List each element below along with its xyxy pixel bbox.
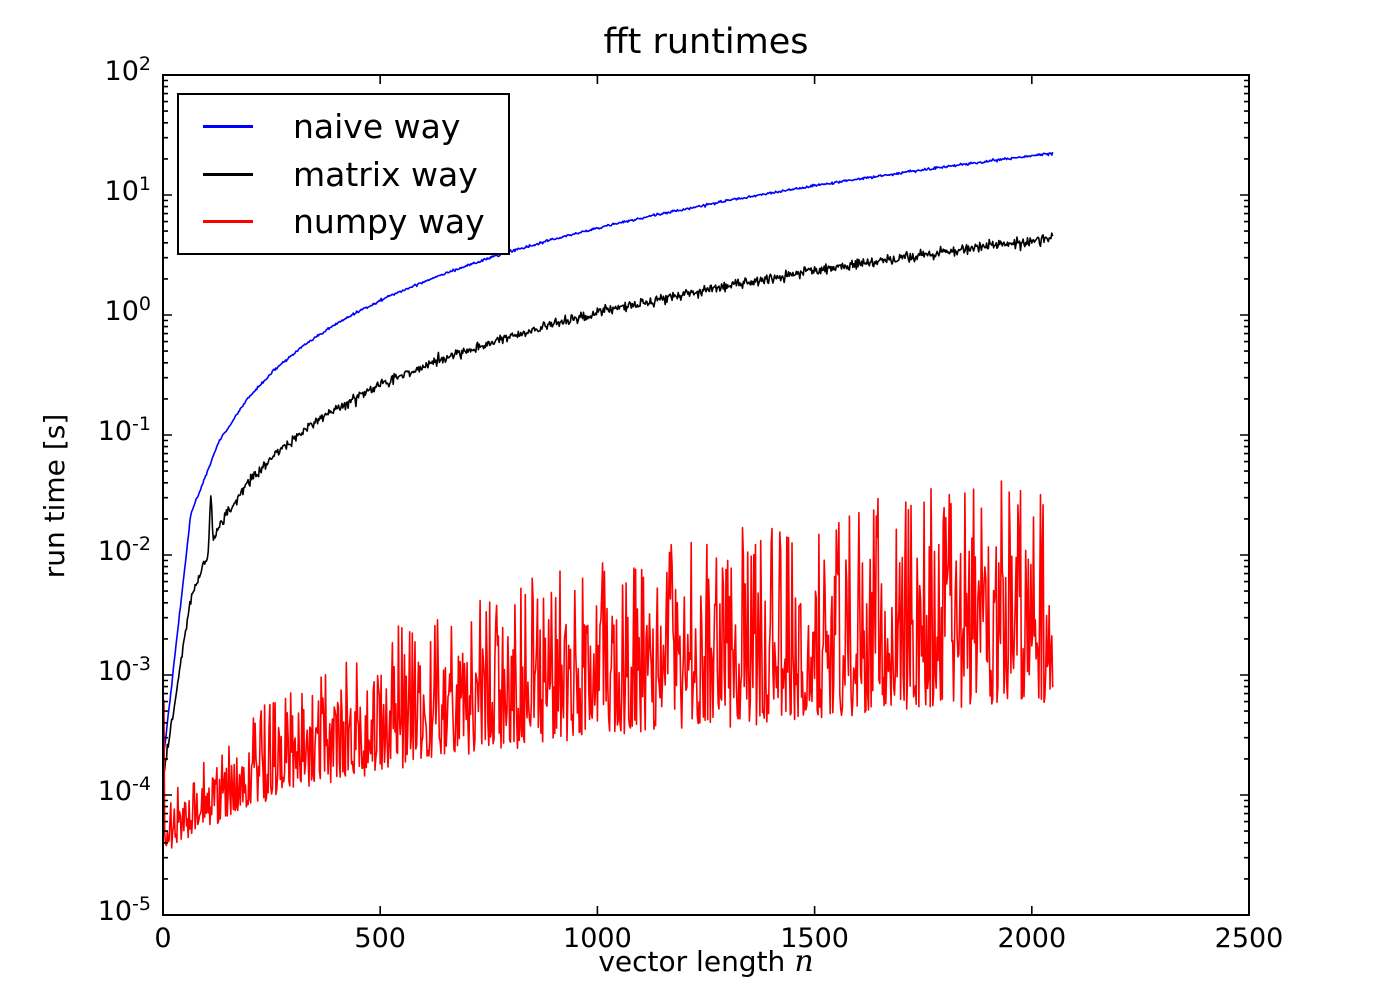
legend-line-numpy-icon [203,220,253,224]
y-tick-label: 10-3 [97,653,151,687]
legend-line-matrix-icon [203,172,253,176]
x-axis-label-text: vector length [598,945,786,978]
numpy-way-line [163,480,1054,849]
x-tick-label: 2500 [1214,923,1284,954]
legend-label-naive: naive way [293,106,461,146]
x-axis-label: vector length n [406,944,1006,979]
legend-entry-numpy: numpy way [179,205,508,238]
naive-way-line [163,151,1054,755]
x-tick-label: 2000 [997,923,1067,954]
y-tick-label: 10-5 [97,893,151,927]
legend-entry-naive: naive way [179,110,508,143]
x-tick-label: 0 [154,923,172,954]
x-tick-label: 1500 [780,923,849,954]
chart-title: fft runtimes [603,22,809,62]
y-tick-label: 10-4 [97,773,151,807]
legend-line-naive-icon [203,124,253,128]
y-tick-label: 101 [104,173,151,207]
series-group [163,151,1054,849]
axes-frame [162,74,1250,916]
legend-box: naive way matrix way numpy way [177,93,510,255]
y-tick-label: 10-2 [97,533,151,567]
legend-label-numpy: numpy way [293,202,485,242]
y-axis-label: run time [s] [38,413,71,579]
x-tick-label: 500 [354,923,406,954]
legend-label-matrix: matrix way [293,154,478,194]
x-axis-label-math-symbol: n [794,944,814,979]
matrix-way-line [163,232,1054,774]
y-tick-label: 102 [104,53,151,87]
y-tick-label: 10-1 [97,413,151,447]
y-tick-label: 100 [104,293,151,327]
legend-entry-matrix: matrix way [179,158,508,191]
x-tick-label: 1000 [563,923,632,954]
